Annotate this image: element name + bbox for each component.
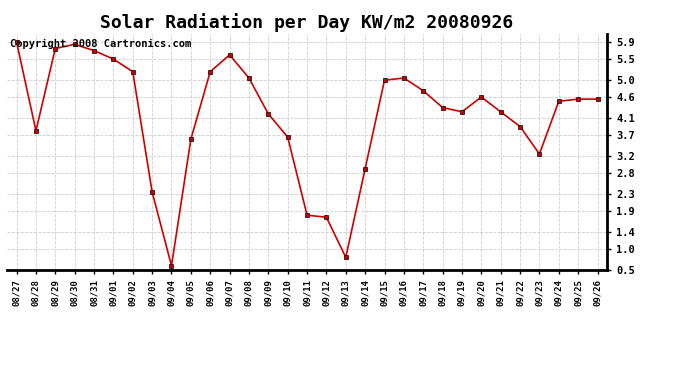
Title: Solar Radiation per Day KW/m2 20080926: Solar Radiation per Day KW/m2 20080926 — [101, 13, 513, 32]
Text: Copyright 2008 Cartronics.com: Copyright 2008 Cartronics.com — [10, 39, 191, 48]
